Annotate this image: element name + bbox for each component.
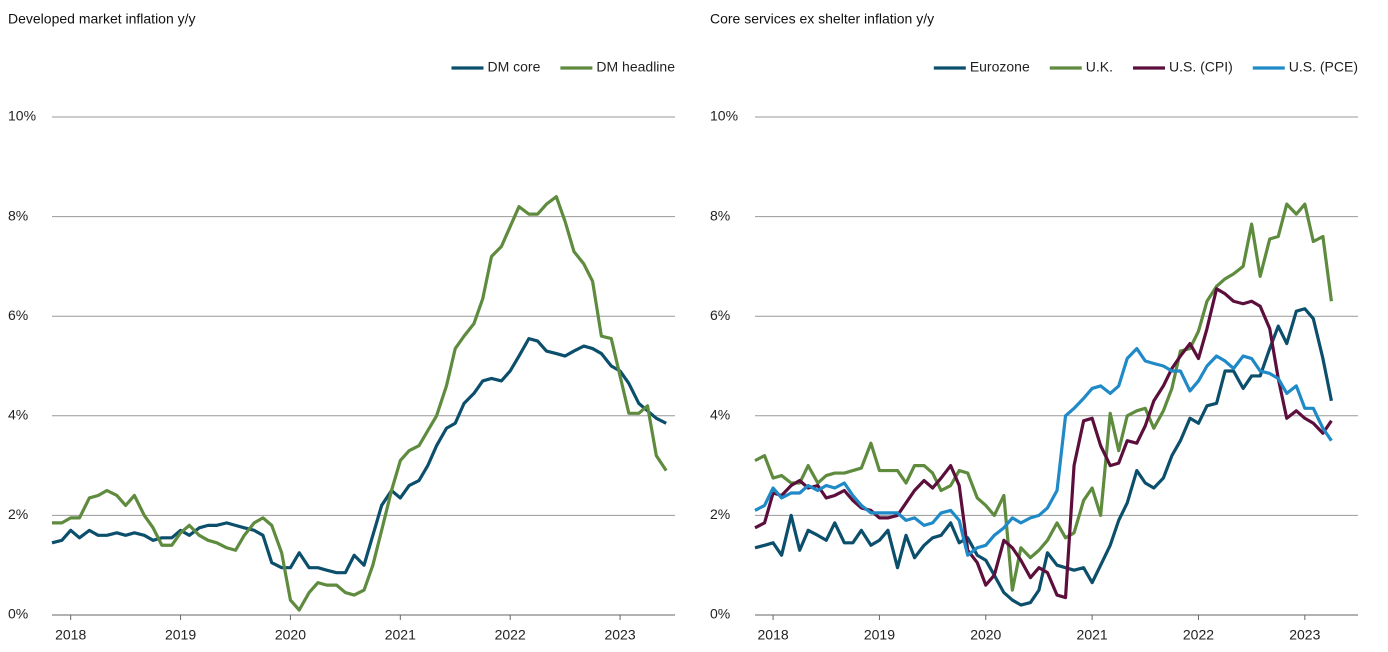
x-tick-label: 2018	[758, 627, 789, 643]
y-tick-label: 4%	[8, 407, 28, 423]
x-tick-label: 2023	[604, 627, 635, 643]
series-line	[51, 337, 667, 575]
legend-label: DM core	[487, 59, 540, 75]
y-tick-label: 0%	[8, 606, 28, 622]
x-tick-label: 2019	[165, 627, 196, 643]
series-line	[754, 202, 1333, 592]
x-tick-label: 2022	[1183, 627, 1214, 643]
series-line	[754, 307, 1333, 607]
x-tick-label: 2020	[275, 627, 306, 643]
x-tick-label: 2021	[1077, 627, 1108, 643]
legend-label: U.K.	[1086, 59, 1113, 75]
x-tick-label: 2023	[1289, 627, 1320, 643]
series-line	[52, 195, 668, 612]
y-tick-label: 2%	[8, 506, 28, 522]
series-line	[754, 346, 1333, 557]
legend-label: U.S. (CPI)	[1169, 59, 1233, 75]
y-tick-label: 6%	[8, 307, 28, 323]
x-tick-label: 2019	[864, 627, 895, 643]
x-tick-label: 2020	[970, 627, 1001, 643]
y-tick-label: 8%	[8, 207, 28, 223]
y-tick-label: 8%	[710, 207, 730, 223]
legend-label: Eurozone	[970, 59, 1030, 75]
x-tick-label: 2022	[495, 627, 526, 643]
chart-title: Core services ex shelter inflation y/y	[710, 11, 934, 27]
y-tick-label: 6%	[710, 307, 730, 323]
chart-title: Developed market inflation y/y	[8, 11, 196, 27]
y-tick-label: 4%	[710, 407, 730, 423]
legend-label: U.S. (PCE)	[1289, 59, 1358, 75]
y-tick-label: 2%	[710, 506, 730, 522]
x-tick-label: 2018	[55, 627, 86, 643]
y-tick-label: 0%	[710, 606, 730, 622]
y-tick-label: 10%	[8, 108, 36, 124]
legend-label: DM headline	[596, 59, 675, 75]
y-tick-label: 10%	[710, 108, 738, 124]
x-tick-label: 2021	[385, 627, 416, 643]
series-line	[754, 287, 1333, 600]
